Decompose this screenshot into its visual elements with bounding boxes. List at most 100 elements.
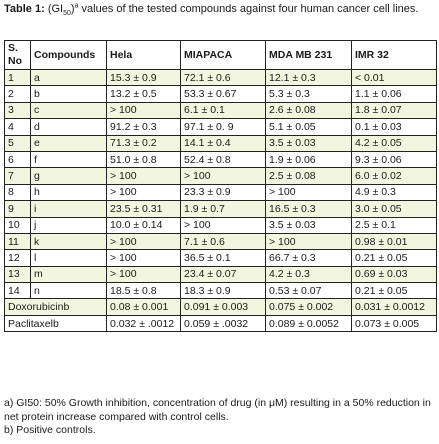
- footnote-b: b) Positive controls.: [4, 424, 96, 436]
- table-cell: 6.0 ± 0.02: [351, 167, 437, 185]
- table-cell-compound: n: [30, 282, 107, 300]
- table-cell-compound: k: [30, 232, 107, 251]
- table-cell-sno: 2: [4, 85, 31, 103]
- table-row: 10 j 10.0 ± 0.14 > 100 3.5 ± 0.03 2.5 ± 0.1: [4, 216, 437, 234]
- table-cell: 9.3 ± 0.06: [351, 150, 437, 169]
- table-cell: 0.69 ± 0.03: [351, 265, 437, 284]
- table-cell-compound: m: [30, 265, 107, 284]
- table-cell-sno: 7: [4, 167, 31, 185]
- table-cell: 5.3 ± 0.3: [265, 85, 352, 103]
- table-cell-sno: 9: [4, 200, 31, 218]
- table-row: 9 i 23.5 ± 0.31 1.9 ± 0.7 16.5 ± 0.3 3.0 ± 0.…: [4, 200, 437, 218]
- header-mda-mb-231: MDA MB 231: [265, 40, 352, 70]
- table-cell: 53.3 ± 0.67: [180, 85, 266, 103]
- table-cell: 18.5 ± 0.8: [106, 282, 181, 300]
- table-body: 1 a 15.3 ± 0.9 72.1 ± 0.6 12.1 ± 0.3 < 0.01 2 b…: [4, 68, 437, 333]
- table-cell: > 100: [265, 183, 352, 202]
- table-cell: 0.08 ± 0.001: [106, 298, 181, 316]
- table-cell-compound-control: Doxorubicinb: [4, 298, 107, 316]
- footnotes: a) GI50: 50% Growth inhibition, concentr…: [4, 397, 434, 438]
- table-cell-sno: 6: [4, 150, 31, 169]
- table-cell-sno: 3: [4, 101, 31, 120]
- table-cell: 0.21 ± 0.05: [351, 282, 437, 300]
- table-header-row: S. No Compounds Hela MIAPACA MDA MB 231 …: [4, 40, 437, 70]
- table-cell: 0.98 ± 0.01: [351, 232, 437, 251]
- table-cell: 23.4 ± 0.07: [180, 265, 266, 284]
- table-row: 1 a 15.3 ± 0.9 72.1 ± 0.6 12.1 ± 0.3 < 0.01: [4, 68, 437, 87]
- table-cell-sno: 10: [4, 216, 31, 234]
- caption-superscript: a: [74, 2, 79, 10]
- table-cell: 0.091 ± 0.003: [180, 298, 266, 316]
- table-row: 2 b 13.2 ± 0.5 53.3 ± 0.67 5.3 ± 0.3 1.1 ± 0.…: [4, 85, 437, 103]
- table-row: 3 c > 100 6.1 ± 0.1 2.6 ± 0.08 1.8 ± 0.07: [4, 101, 437, 120]
- table-cell: 0.075 ± 0.002: [265, 298, 352, 316]
- table-cell-compound: e: [30, 134, 107, 152]
- table-cell-sno: 11: [4, 232, 31, 251]
- table-cell: 51.0 ± 0.8: [106, 150, 181, 169]
- table-cell: 6.1 ± 0.1: [180, 101, 266, 120]
- table-cell: > 100: [180, 216, 266, 234]
- caption-subscript: 50: [63, 10, 71, 18]
- table-cell: 0.059 ± .0032: [180, 314, 266, 333]
- caption-text-after: ): [70, 3, 75, 15]
- table-cell: 15.3 ± 0.9: [106, 68, 181, 87]
- footnote-a: a) GI50: 50% Growth inhibition, concentr…: [4, 397, 431, 423]
- table-cell: 5.1 ± 0.05: [265, 118, 352, 136]
- table-caption: Table 1: (GI50)a values of the tested co…: [4, 2, 434, 17]
- table-cell: 23.3 ± 0.9: [180, 183, 266, 202]
- table-cell: 0.1 ± 0.03: [351, 118, 437, 136]
- caption-text-rest: values of the tested compounds against f…: [78, 3, 419, 15]
- table-cell-sno: 8: [4, 183, 31, 202]
- table-cell-compound: g: [30, 167, 107, 185]
- table-cell: 1.9 ± 0.06: [265, 150, 352, 169]
- table-row: 8 h > 100 23.3 ± 0.9 > 100 4.9 ± 0.3: [4, 183, 437, 202]
- table-row: 6 f 51.0 ± 0.8 52.4 ± 0.8 1.9 ± 0.06 9.3 ± 0.…: [4, 150, 437, 169]
- table-cell: > 100: [106, 183, 181, 202]
- table-cell-compound: h: [30, 183, 107, 202]
- table-cell: 0.089 ± 0.0052: [265, 314, 352, 333]
- table-cell: 7.1 ± 0.6: [180, 232, 266, 251]
- table-row: 5 e 71.3 ± 0.2 14.1 ± 0.4 3.5 ± 0.03 4.2 ± 0.…: [4, 134, 437, 152]
- table-row: 7 g > 100 > 100 2.5 ± 0.08 6.0 ± 0.02: [4, 167, 437, 185]
- table-cell: 0.53 ± 0.07: [265, 282, 352, 300]
- table-cell: 16.5 ± 0.3: [265, 200, 352, 218]
- table-cell-compound: f: [30, 150, 107, 169]
- caption-text-before: (GI: [44, 3, 64, 15]
- table-cell: 2.5 ± 0.08: [265, 167, 352, 185]
- table-cell: 66.7 ± 0.3: [265, 249, 352, 267]
- table-cell: 23.5 ± 0.31: [106, 200, 181, 218]
- table-cell: 1.8 ± 0.07: [351, 101, 437, 120]
- table-cell: 0.073 ± 0.005: [351, 314, 437, 333]
- table-row: 13 m > 100 23.4 ± 0.07 4.2 ± 0.3 0.69 ± 0.03: [4, 265, 437, 284]
- table-cell: 71.3 ± 0.2: [106, 134, 181, 152]
- table-cell: > 100: [180, 167, 266, 185]
- table-cell: 18.3 ± 0.9: [180, 282, 266, 300]
- caption-label: Table 1:: [4, 3, 45, 15]
- table-cell: 0.031 ± 0.0012: [351, 298, 437, 316]
- table-cell: 13.2 ± 0.5: [106, 85, 181, 103]
- table-cell-compound: l: [30, 249, 107, 267]
- table-cell: 36.5 ± 0.1: [180, 249, 266, 267]
- table-cell-sno: 13: [4, 265, 31, 284]
- table-cell: > 100: [106, 265, 181, 284]
- header-miapaca: MIAPACA: [180, 40, 266, 70]
- table-cell: > 100: [106, 232, 181, 251]
- table-cell-compound: c: [30, 101, 107, 120]
- table-cell: 3.0 ± 0.05: [351, 200, 437, 218]
- table-cell: 91.2 ± 0.3: [106, 118, 181, 136]
- table-cell: 14.1 ± 0.4: [180, 134, 266, 152]
- table-row: 4 d 91.2 ± 0.3 97.1 ± 0. 9 5.1 ± 0.05 0.1 ± 0…: [4, 118, 437, 136]
- table-cell-compound: b: [30, 85, 107, 103]
- table-cell: > 100: [106, 101, 181, 120]
- table-cell: < 0.01: [351, 68, 437, 87]
- table-cell: 3.5 ± 0.03: [265, 134, 352, 152]
- table-cell: 4.9 ± 0.3: [351, 183, 437, 202]
- table-cell: 12.1 ± 0.3: [265, 68, 352, 87]
- table-cell: 2.6 ± 0.08: [265, 101, 352, 120]
- table-cell: 1.1 ± 0.06: [351, 85, 437, 103]
- table-cell-sno: 4: [4, 118, 31, 136]
- table-row: 14 n 18.5 ± 0.8 18.3 ± 0.9 0.53 ± 0.07 0.21 ±…: [4, 282, 437, 300]
- table-cell: 1.9 ± 0.7: [180, 200, 266, 218]
- table-cell-sno: 5: [4, 134, 31, 152]
- table-cell: 0.21 ± 0.05: [351, 249, 437, 267]
